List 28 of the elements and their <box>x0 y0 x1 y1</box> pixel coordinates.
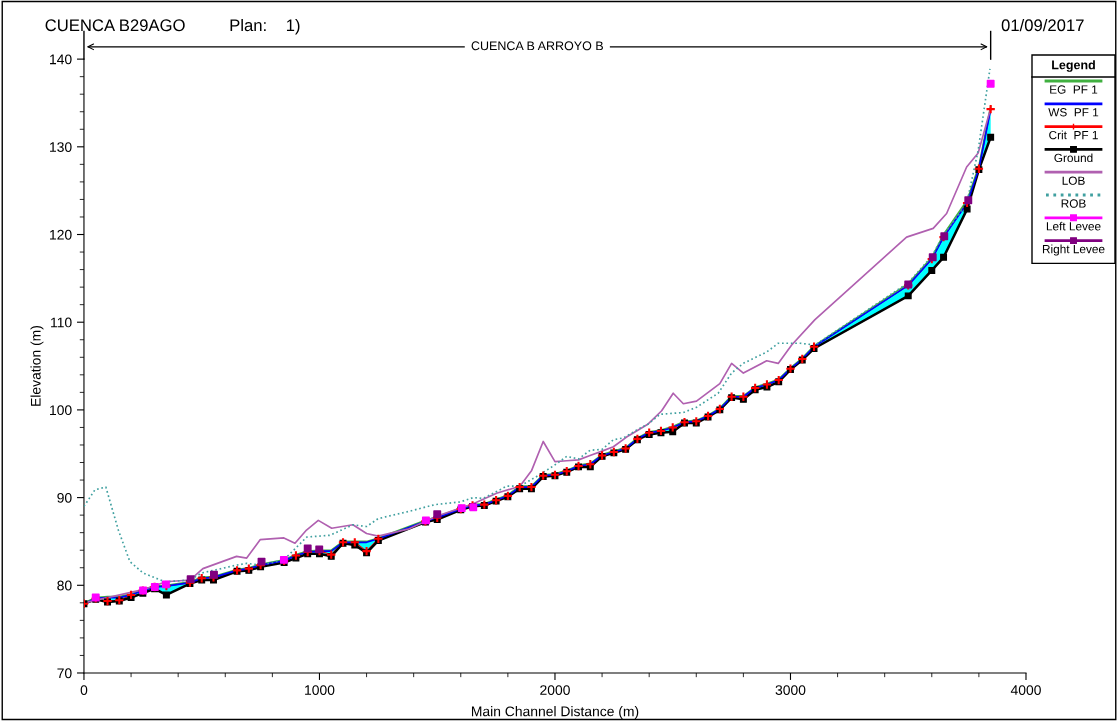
x-tick-label: 0 <box>80 685 88 695</box>
legend-label: EG PF 1 <box>1050 85 1098 94</box>
legend-label: Ground <box>1054 153 1093 163</box>
legend-label: ROB <box>1061 199 1086 208</box>
y-tick-label: 130 <box>50 142 72 152</box>
y-tick-label: 100 <box>50 405 72 416</box>
legend-title: Legend <box>1052 60 1095 72</box>
y-tick-label: 70 <box>57 668 72 679</box>
legend-label: Crit PF 1 <box>1049 130 1098 140</box>
text: CUENCA B29AGO <box>45 19 185 32</box>
legend-label: WS PF 1 <box>1048 108 1099 117</box>
text: 01/09/2017 <box>1001 18 1084 32</box>
x-tick-label: 4000 <box>1010 685 1041 695</box>
text: CUENCA B ARROYO B <box>471 41 603 51</box>
x-tick-label: 2000 <box>540 685 570 695</box>
y-tick-label: 80 <box>57 580 72 591</box>
x-tick-label: 3000 <box>775 685 806 695</box>
y-tick-label: 140 <box>50 54 72 65</box>
text: Plan: 1) <box>230 18 300 35</box>
y-axis-title: Elevation (m) <box>30 326 44 406</box>
y-tick-label: 90 <box>57 492 72 503</box>
y-tick-label: 120 <box>50 229 72 240</box>
x-tick-label: 1000 <box>305 685 335 695</box>
legend-label: LOB <box>1062 176 1085 185</box>
y-tick-label: 110 <box>51 317 72 328</box>
legend-label: Right Levee <box>1042 244 1105 256</box>
x-axis-title: Main Channel Distance (m) <box>471 706 639 720</box>
legend-label: Left Levee <box>1046 221 1101 231</box>
